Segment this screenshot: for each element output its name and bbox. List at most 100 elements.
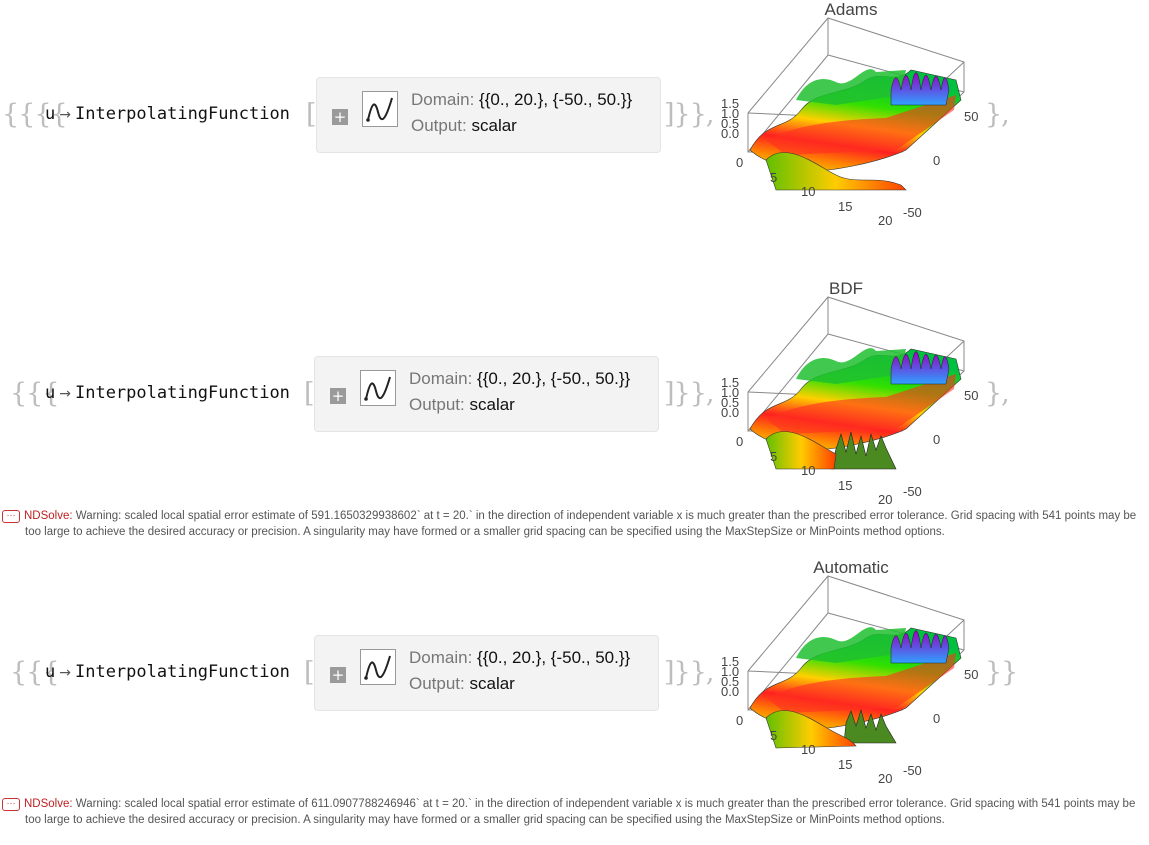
expand-plus-icon[interactable]: + [330, 666, 346, 684]
x-tick-label: 50 [964, 388, 979, 403]
z-tick-label: 1.5 [721, 96, 740, 111]
rule-expression: u → InterpolatingFunction [45, 104, 290, 124]
z-tick-label: 0.0 [721, 126, 740, 141]
function-open-bracket: [ [304, 657, 315, 688]
output-value: scalar [471, 116, 517, 135]
message-text-line1: Warning: scaled local spatial error esti… [72, 798, 1136, 810]
t-tick-label: 20 [878, 492, 893, 507]
function-name: InterpolatingFunction [74, 662, 290, 682]
function-graph-icon [360, 649, 396, 685]
open-brackets: {{{ [10, 378, 60, 409]
interpolating-function-summary-box[interactable]: + Domain: {{0., 20.}, {-50., 50.}} Outpu… [314, 635, 659, 711]
output-row-automatic: {{{ u → InterpolatingFunction [ + Domain: … [0, 558, 1149, 808]
close-brackets: ]}}, [664, 378, 714, 409]
output-line: Output: scalar [409, 395, 515, 414]
function-graph-icon [360, 370, 396, 406]
plot-surface [747, 575, 965, 749]
close-brackets: ]}}, [664, 99, 714, 130]
after-plot-brackets: }, [985, 378, 1010, 409]
domain-value: {{0., 20.}, {-50., 50.}} [477, 648, 631, 667]
function-open-bracket: [ [304, 378, 315, 409]
x-tick-label: 0 [933, 432, 941, 447]
interpolating-function-summary-box[interactable]: + Domain: {{0., 20.}, {-50., 50.}} Outpu… [316, 77, 661, 153]
t-tick-label: 20 [878, 213, 893, 228]
t-tick-label: 15 [838, 757, 853, 772]
t-tick-label: 10 [801, 184, 816, 199]
t-tick-label: 15 [838, 199, 853, 214]
t-tick-label: 10 [801, 463, 816, 478]
t-tick-label: 5 [770, 728, 778, 743]
z-tick-label: 1.0 [721, 664, 740, 679]
function-graph-icon [362, 91, 398, 127]
domain-line: Domain: {{0., 20.}, {-50., 50.}} [411, 90, 633, 109]
plot-3d[interactable]: Automatic 1.5 1.0 0.5 0.0 0 5 10 15 [706, 558, 986, 803]
t-tick-label: 20 [878, 771, 893, 786]
rule-expression: u → InterpolatingFunction [45, 383, 290, 403]
domain-value: {{0., 20.}, {-50., 50.}} [477, 369, 631, 388]
ndsolve-warning-message: ··· NDSolve: Warning: scaled local spatia… [2, 796, 1142, 828]
domain-value: {{0., 20.}, {-50., 50.}} [479, 90, 633, 109]
rule-arrow: → [59, 107, 71, 123]
z-tick-label: 1.5 [721, 375, 740, 390]
z-tick-label: 0.0 [721, 684, 740, 699]
function-name: InterpolatingFunction [74, 104, 290, 124]
output-line: Output: scalar [411, 116, 517, 135]
expand-plus-icon[interactable]: + [330, 387, 346, 405]
message-text-line2: too large to achieve the desired accurac… [25, 814, 945, 826]
z-tick-label: 0.5 [721, 116, 740, 131]
plot-surface [747, 17, 965, 191]
after-plot-brackets: }, [985, 99, 1010, 130]
z-tick-label: 0.0 [721, 405, 740, 420]
x-tick-label: -50 [903, 205, 922, 220]
plot-surface [747, 296, 965, 470]
message-text-line1: Warning: scaled local spatial error esti… [72, 510, 1137, 522]
x-tick-label: 0 [933, 711, 941, 726]
t-tick-label: 10 [801, 742, 816, 757]
plot-title: Adams [824, 0, 878, 19]
message-tag[interactable]: NDSolve: [24, 798, 73, 810]
plot-title: BDF [829, 279, 863, 298]
message-menu-icon[interactable]: ··· [2, 798, 20, 811]
t-tick-label: 0 [736, 713, 744, 728]
open-brackets: {{{ [10, 657, 60, 688]
t-tick-label: 15 [838, 478, 853, 493]
message-tag[interactable]: NDSolve: [24, 510, 73, 522]
expand-plus-icon[interactable]: + [332, 108, 348, 126]
interpolating-function-summary-box[interactable]: + Domain: {{0., 20.}, {-50., 50.}} Outpu… [314, 356, 659, 432]
rule-variable: u [45, 383, 56, 403]
z-tick-label: 0.5 [721, 395, 740, 410]
x-tick-label: 50 [964, 667, 979, 682]
rule-variable: u [45, 662, 56, 682]
rule-arrow: → [59, 665, 71, 681]
rule-arrow: → [59, 386, 71, 402]
z-tick-label: 1.0 [721, 385, 740, 400]
output-line: Output: scalar [409, 674, 515, 693]
domain-line: Domain: {{0., 20.}, {-50., 50.}} [409, 369, 631, 388]
message-menu-icon[interactable]: ··· [2, 510, 20, 523]
plot-3d[interactable]: Adams 1.5 1.0 0.5 0.0 0 5 10 15 20 50 [706, 0, 986, 245]
close-brackets: ]}}, [664, 657, 714, 688]
x-tick-label: -50 [903, 763, 922, 778]
t-tick-label: 5 [770, 449, 778, 464]
t-tick-label: 0 [736, 155, 744, 170]
open-brackets: {{{{ [2, 99, 68, 130]
t-tick-label: 0 [736, 434, 744, 449]
plot-3d[interactable]: BDF 1.5 1.0 0.5 0.0 0 5 10 15 20 [706, 279, 986, 524]
x-tick-label: 50 [964, 109, 979, 124]
z-tick-label: 1.5 [721, 654, 740, 669]
output-row-adams: {{{{ u → InterpolatingFunction [ + Domain:… [0, 0, 1149, 250]
plot-title: Automatic [813, 558, 889, 577]
function-name: InterpolatingFunction [74, 383, 290, 403]
t-tick-label: 5 [770, 170, 778, 185]
function-open-bracket: [ [306, 99, 317, 130]
output-value: scalar [469, 395, 515, 414]
message-text-line2: too large to achieve the desired accurac… [25, 526, 945, 538]
domain-line: Domain: {{0., 20.}, {-50., 50.}} [409, 648, 631, 667]
output-row-bdf: {{{ u → InterpolatingFunction [ + Domain: … [0, 279, 1149, 529]
x-tick-label: 0 [933, 153, 941, 168]
z-tick-label: 1.0 [721, 106, 740, 121]
after-plot-brackets: }} [985, 657, 1018, 688]
rule-variable: u [45, 104, 56, 124]
rule-expression: u → InterpolatingFunction [45, 662, 290, 682]
output-value: scalar [469, 674, 515, 693]
